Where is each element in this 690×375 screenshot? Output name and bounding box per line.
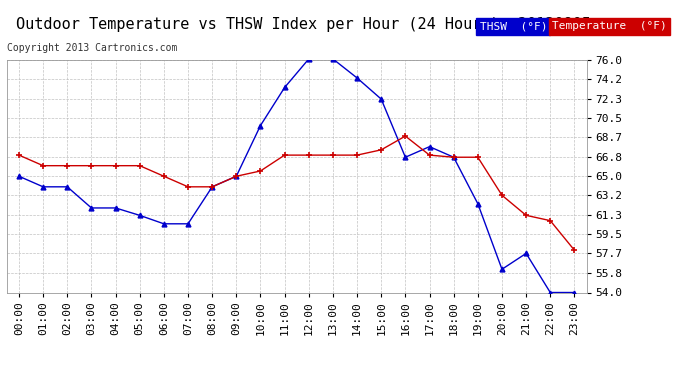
Text: Copyright 2013 Cartronics.com: Copyright 2013 Cartronics.com bbox=[7, 43, 177, 53]
Text: Outdoor Temperature vs THSW Index per Hour (24 Hours)  20130905: Outdoor Temperature vs THSW Index per Ho… bbox=[16, 17, 591, 32]
Text: THSW  (°F): THSW (°F) bbox=[480, 21, 547, 31]
Text: Temperature  (°F): Temperature (°F) bbox=[552, 21, 667, 31]
